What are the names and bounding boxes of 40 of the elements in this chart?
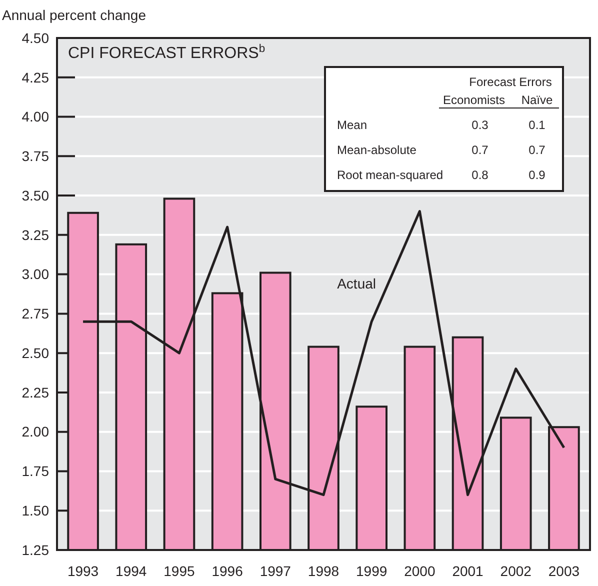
y-tick-label: 2.75 xyxy=(22,306,50,322)
y-tick-label: 3.00 xyxy=(22,266,50,282)
x-tick-label: 1999 xyxy=(356,563,388,579)
y-tick-label: 4.00 xyxy=(22,108,50,125)
x-tick-label: 2001 xyxy=(452,563,484,579)
annotation: Root mean-squared xyxy=(337,168,444,182)
annotation: 0.7 xyxy=(472,143,489,157)
annotation: 0.7 xyxy=(528,143,546,157)
x-tick-label: 1995 xyxy=(164,563,196,579)
annotation: Naïve xyxy=(521,93,553,107)
y-axis-title: Annual percent change xyxy=(2,7,146,23)
y-tick-label: 2.25 xyxy=(22,384,50,400)
x-tick-label: 1997 xyxy=(260,563,292,579)
series-label: Actual xyxy=(337,275,376,292)
y-tick-label: 1.75 xyxy=(22,463,50,480)
y-tick-label: 4.50 xyxy=(22,30,50,46)
y-tick-label: 1.50 xyxy=(22,502,50,519)
annotation: 0.9 xyxy=(528,168,546,182)
x-tick-label: 1998 xyxy=(308,563,340,579)
chart-title: CPI FORECAST ERRORS$^{b}$ xyxy=(68,43,266,62)
x-tick-label: 2000 xyxy=(404,563,436,579)
y-tick-label: 3.50 xyxy=(22,187,50,204)
y-tick-label: 2.00 xyxy=(22,424,50,440)
annotation: Forecast Errors xyxy=(469,75,552,89)
annotation: 0.3 xyxy=(472,118,489,132)
x-tick-label: 2003 xyxy=(548,563,580,579)
annotation: Mean-absolute xyxy=(337,143,417,157)
x-tick-label: 2002 xyxy=(500,563,532,579)
y-tick-label: 1.25 xyxy=(22,542,50,558)
y-tick-label: 4.25 xyxy=(22,69,50,86)
annotation: 0.1 xyxy=(528,118,546,132)
y-tick-label: 2.50 xyxy=(22,344,50,361)
y-tick-label: 3.25 xyxy=(22,226,50,243)
annotation: Mean xyxy=(337,118,368,132)
annotation: Economists xyxy=(442,93,506,107)
x-tick-label: 1996 xyxy=(212,563,244,579)
y-tick-label: 3.75 xyxy=(22,148,50,164)
x-tick-label: 1993 xyxy=(67,563,99,579)
x-tick-label: 1994 xyxy=(116,563,147,579)
annotation: 0.8 xyxy=(472,168,489,182)
